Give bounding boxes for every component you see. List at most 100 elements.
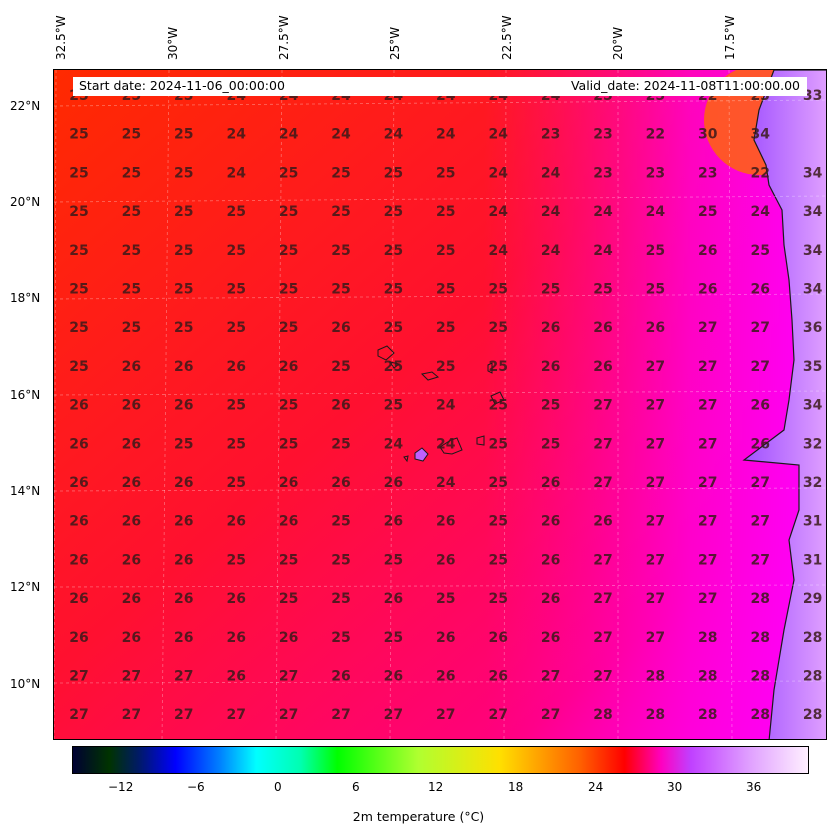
- temperature-value: 26: [331, 669, 350, 685]
- temperature-map: 25 25 25 24 24 24 24 24 24 24 25 25 22 23 33 25 25 25 24 24…: [54, 70, 826, 739]
- temperature-value: 27: [593, 398, 612, 414]
- temperature-value: 25: [331, 359, 350, 375]
- temperature-value: 25: [436, 591, 455, 607]
- temperature-value: 26: [384, 669, 403, 685]
- temperature-value: 25: [122, 282, 141, 298]
- lon-label-17-5w: 17.5°W: [723, 15, 737, 60]
- temperature-value: 25: [279, 591, 298, 607]
- temperature-value: 25: [331, 552, 350, 568]
- temperature-value: 24: [384, 127, 404, 143]
- colorbar-tick: 24: [588, 780, 604, 794]
- temperature-value: 27: [593, 630, 612, 646]
- temperature-value: 23: [593, 165, 612, 181]
- temperature-value: 26: [122, 630, 141, 646]
- valid-date-label: Valid_date: 2024-11-08T11:00:00.00: [570, 78, 800, 93]
- temperature-value: 25: [69, 320, 88, 336]
- temperature-value: 24: [226, 127, 246, 143]
- temperature-value: 26: [226, 514, 245, 530]
- temperature-value: 26: [226, 669, 245, 685]
- temperature-value: 25: [174, 127, 193, 143]
- temperature-value: 27: [279, 707, 298, 723]
- colorbar-tick: −12: [108, 780, 134, 794]
- temperature-value: 25: [69, 165, 88, 181]
- temperature-value: 26: [593, 359, 612, 375]
- temperature-value: 26: [122, 359, 141, 375]
- temperature-value: 26: [593, 514, 612, 530]
- temperature-value: 26: [279, 359, 298, 375]
- temperature-value: 26: [279, 475, 298, 491]
- temperature-value: 36: [803, 320, 822, 336]
- temperature-value: 28: [750, 591, 769, 607]
- temperature-value: 25: [488, 436, 507, 452]
- temperature-value: 25: [593, 282, 612, 298]
- temperature-value: 25: [226, 436, 245, 452]
- temperature-value: 25: [279, 165, 298, 181]
- temperature-value: 27: [593, 591, 612, 607]
- temperature-value: 24: [279, 127, 299, 143]
- temperature-value: 26: [541, 320, 560, 336]
- temperature-value: 25: [541, 436, 560, 452]
- temperature-value: 24: [436, 398, 456, 414]
- temperature-value: 23: [593, 127, 612, 143]
- temperature-value: 25: [69, 243, 88, 259]
- temperature-value: 25: [384, 320, 403, 336]
- temperature-value: 25: [69, 204, 88, 220]
- temperature-value: 25: [226, 204, 245, 220]
- temperature-value: 24: [646, 204, 666, 220]
- temperature-value: 25: [488, 282, 507, 298]
- colorbar-tick: −6: [187, 780, 205, 794]
- temperature-value: 28: [698, 669, 717, 685]
- temperature-value: 27: [331, 707, 350, 723]
- temperature-value: 25: [384, 630, 403, 646]
- lon-label-25w: 25°W: [388, 26, 402, 60]
- temperature-value: 25: [174, 282, 193, 298]
- temperature-value: 26: [750, 282, 769, 298]
- temperature-value: 25: [279, 552, 298, 568]
- colorbar-tick: 30: [667, 780, 683, 794]
- temperature-value: 27: [593, 475, 612, 491]
- temperature-value: 25: [384, 243, 403, 259]
- temperature-value: 26: [331, 398, 350, 414]
- temperature-value: 28: [698, 707, 717, 723]
- temperature-value: 26: [226, 359, 245, 375]
- temperature-value: 26: [436, 552, 455, 568]
- temperature-value: 27: [698, 436, 717, 452]
- temperature-value: 33: [803, 88, 822, 104]
- temperature-value: 22: [646, 127, 665, 143]
- temperature-value: 25: [226, 552, 245, 568]
- temperature-value: 25: [69, 359, 88, 375]
- temperature-value: 26: [646, 320, 665, 336]
- temperature-value: 25: [331, 204, 350, 220]
- temperature-value: 26: [541, 591, 560, 607]
- temperature-value: 27: [698, 552, 717, 568]
- temperature-value: 26: [174, 630, 193, 646]
- temperature-value: 26: [698, 243, 717, 259]
- temperature-value: 27: [226, 707, 245, 723]
- temperature-value: 24: [436, 436, 456, 452]
- temperature-value: 25: [331, 436, 350, 452]
- temperature-value: 27: [646, 630, 665, 646]
- temperature-value: 25: [436, 359, 455, 375]
- temperature-value: 27: [698, 320, 717, 336]
- temperature-value: 27: [698, 514, 717, 530]
- temperature-value: 32: [803, 475, 822, 491]
- temperature-value: 27: [279, 669, 298, 685]
- temperature-value: 25: [174, 436, 193, 452]
- temperature-value: 27: [750, 359, 769, 375]
- temperature-value: 26: [541, 359, 560, 375]
- colorbar-tick: 6: [352, 780, 360, 794]
- temperature-value: 26: [69, 475, 88, 491]
- temperature-value: 25: [646, 282, 665, 298]
- temperature-value: 23: [541, 127, 560, 143]
- temperature-value: 30: [698, 127, 718, 143]
- temperature-value: 28: [698, 630, 717, 646]
- temperature-value: 29: [803, 591, 822, 607]
- colorbar-title: 2m temperature (°C): [352, 809, 485, 824]
- temperature-value: 25: [488, 591, 507, 607]
- temperature-value: 26: [384, 591, 403, 607]
- temperature-value: 26: [331, 475, 350, 491]
- temperature-value: 26: [750, 436, 769, 452]
- lat-label-20n: 20°N: [10, 195, 41, 209]
- temperature-value: 27: [646, 514, 665, 530]
- temperature-value: 27: [750, 475, 769, 491]
